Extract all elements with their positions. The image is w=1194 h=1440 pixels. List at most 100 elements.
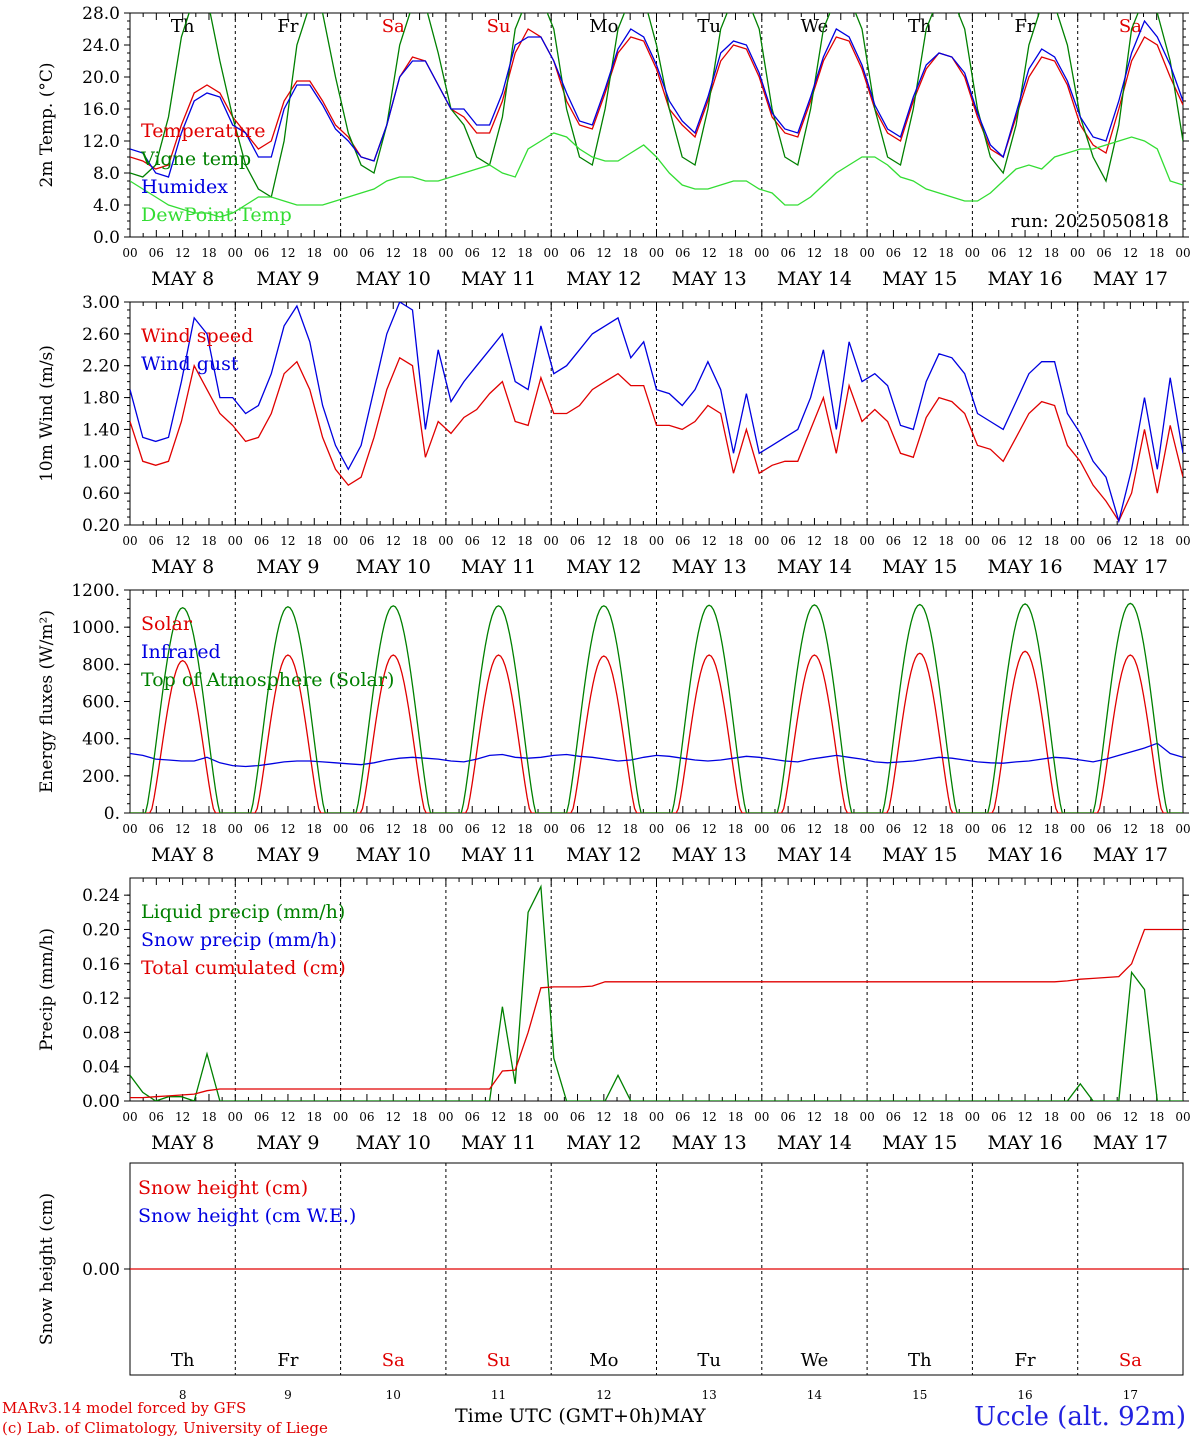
- hour-label: 12: [596, 246, 611, 260]
- date-label: MAY 13: [672, 1132, 747, 1154]
- legend-entry: Wind gust: [141, 353, 239, 375]
- legend-entry: Total cumulated (cm): [141, 957, 346, 979]
- series-line-wind-speed: [130, 356, 1183, 523]
- hour-label: 18: [307, 1110, 322, 1124]
- y-tick-label: 0.20: [82, 516, 120, 536]
- y-tick-label: 200.: [82, 767, 120, 787]
- hour-label: 18: [623, 1110, 638, 1124]
- hour-label: 18: [833, 822, 848, 836]
- date-label: MAY 14: [777, 268, 852, 290]
- date-label: MAY 15: [882, 556, 957, 578]
- hour-label: 18: [412, 1110, 427, 1124]
- y-tick-label: 4.0: [93, 196, 120, 216]
- y-tick-label: 16.0: [82, 100, 120, 120]
- series-line-wind-gust: [130, 302, 1183, 524]
- date-label: MAY 10: [356, 268, 431, 290]
- hour-label: 00: [1175, 246, 1190, 260]
- hour-ticks: [129, 302, 1184, 525]
- hour-label: 18: [201, 1110, 216, 1124]
- hour-label: 18: [728, 534, 743, 548]
- hour-label: 06: [359, 1110, 374, 1124]
- date-label: MAY 11: [461, 1132, 536, 1154]
- hour-label: 06: [1096, 1110, 1111, 1124]
- y-tick-label: 12.0: [82, 132, 120, 152]
- date-label: MAY 10: [356, 556, 431, 578]
- hour-label: 06: [570, 1110, 585, 1124]
- hour-label: 00: [1070, 246, 1085, 260]
- hour-label: 00: [754, 1110, 769, 1124]
- date-label: MAY 14: [777, 844, 852, 866]
- hour-label: 00: [122, 822, 137, 836]
- date-label: MAY 9: [256, 844, 319, 866]
- hour-label: 06: [570, 534, 585, 548]
- hour-label: 12: [491, 246, 506, 260]
- y-tick-label: 1.00: [82, 452, 120, 472]
- y-axis-label: Precip (mm/h): [37, 928, 57, 1051]
- y-tick-label: 1.40: [82, 420, 120, 440]
- hour-label: 12: [1123, 1110, 1138, 1124]
- hour-label: 12: [912, 246, 927, 260]
- day-number: 8: [179, 1388, 187, 1402]
- series-group: [130, 13, 1183, 218]
- legend-entry: Solar: [141, 613, 193, 635]
- hour-label: 18: [1149, 822, 1164, 836]
- hour-label: 00: [228, 1110, 243, 1124]
- hour-label: 18: [728, 822, 743, 836]
- hour-label: 18: [623, 822, 638, 836]
- hour-label: 00: [544, 246, 559, 260]
- date-label: MAY 10: [356, 1132, 431, 1154]
- y-tick-label: 0.00: [82, 1260, 120, 1280]
- hour-label: 00: [1175, 822, 1190, 836]
- series-line-humidex: [130, 19, 1183, 178]
- hour-label: 00: [649, 246, 664, 260]
- hour-label: 06: [570, 822, 585, 836]
- hour-label: 12: [702, 822, 717, 836]
- hour-label: 00: [1070, 1110, 1085, 1124]
- hour-label: 18: [412, 534, 427, 548]
- hour-label: 00: [965, 534, 980, 548]
- hour-label: 18: [938, 246, 953, 260]
- y-tick-label: 2.60: [82, 325, 120, 345]
- hour-label: 18: [201, 534, 216, 548]
- hour-label: 00: [754, 534, 769, 548]
- series-group: [130, 602, 1183, 813]
- hour-label: 12: [1123, 246, 1138, 260]
- weekday-label: Fr: [1015, 1350, 1036, 1371]
- hour-label: 00: [1070, 822, 1085, 836]
- date-label: MAY 11: [461, 556, 536, 578]
- hour-label: 18: [201, 246, 216, 260]
- hour-label: 12: [1017, 246, 1032, 260]
- y-tick-label: 1200.: [71, 581, 120, 601]
- hour-label: 18: [938, 1110, 953, 1124]
- hour-label: 18: [412, 246, 427, 260]
- y-tick-label: 3.00: [82, 293, 120, 313]
- y-tick-label: 0.60: [82, 484, 120, 504]
- hour-label: 06: [254, 246, 269, 260]
- hour-label: 06: [675, 246, 690, 260]
- hour-label: 12: [386, 1110, 401, 1124]
- hour-label: 00: [228, 534, 243, 548]
- hour-label: 00: [1175, 534, 1190, 548]
- legend-entry: Wind speed: [141, 325, 253, 347]
- date-label: MAY 16: [987, 1132, 1062, 1154]
- hour-label: 06: [570, 246, 585, 260]
- date-label: MAY 9: [256, 1132, 319, 1154]
- run-label: run: 2025050818: [1011, 211, 1169, 232]
- weekday-label: Su: [487, 16, 511, 37]
- hour-label: 12: [596, 534, 611, 548]
- date-label: MAY 15: [882, 268, 957, 290]
- hour-label: 06: [1096, 534, 1111, 548]
- day-number: 16: [1017, 1388, 1032, 1402]
- hour-label: 06: [886, 822, 901, 836]
- day-number: 9: [284, 1388, 292, 1402]
- date-label: MAY 17: [1093, 1132, 1168, 1154]
- weekday-label: Th: [171, 16, 195, 37]
- hour-label: 12: [1017, 534, 1032, 548]
- series-group: [130, 302, 1183, 524]
- hour-label: 12: [702, 246, 717, 260]
- series-line-infrared: [130, 742, 1183, 768]
- hour-label: 06: [991, 822, 1006, 836]
- legend-entry: DewPoint Temp: [141, 204, 292, 226]
- hour-label: 06: [1096, 246, 1111, 260]
- hour-label: 12: [280, 822, 295, 836]
